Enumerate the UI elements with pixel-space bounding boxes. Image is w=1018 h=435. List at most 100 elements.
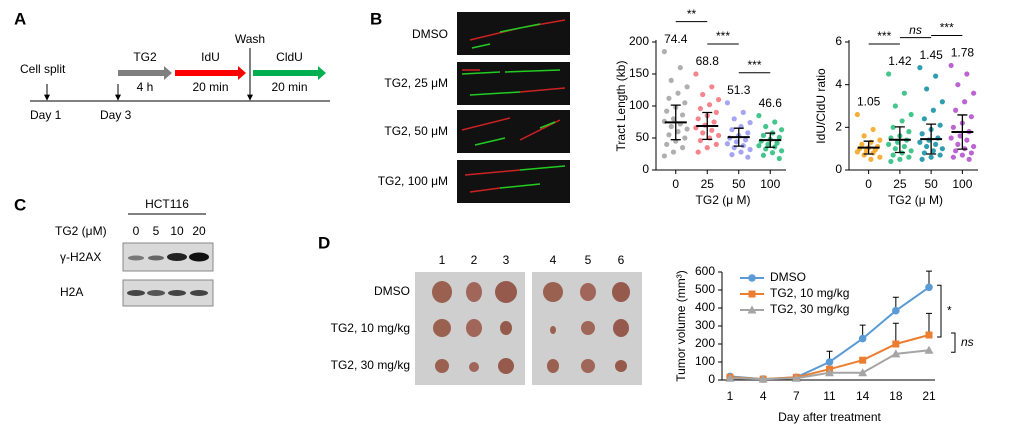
data-point [731, 116, 737, 122]
data-point [957, 133, 963, 139]
data-point [760, 132, 767, 139]
data-point [899, 118, 905, 124]
step-duration: 4 h [137, 80, 154, 94]
y-tick-label: 500 [695, 282, 715, 296]
value-label: 74.4 [664, 32, 688, 46]
data-point [679, 145, 686, 151]
data-point [933, 73, 939, 79]
value-label: 1.45 [919, 48, 943, 62]
data-point [697, 137, 704, 144]
marker [858, 368, 868, 377]
data-point [742, 137, 749, 143]
value-label: 51.3 [727, 83, 751, 97]
data-point [772, 119, 778, 125]
x-axis-label: TG2 (μ M) [888, 193, 943, 207]
data-point [756, 143, 762, 149]
data-point [919, 156, 925, 162]
data-point [668, 77, 674, 83]
data-point [666, 132, 672, 138]
panel-label: C [14, 195, 26, 214]
data-point [964, 71, 970, 77]
x-tick-label: 100 [952, 177, 972, 191]
data-point [664, 108, 670, 114]
x-tick-label: 100 [760, 177, 780, 191]
data-point [859, 141, 865, 147]
mouse-number: 3 [503, 253, 510, 267]
data-point [745, 130, 751, 136]
value-label: 1.78 [951, 46, 975, 60]
marker [791, 373, 801, 382]
panel-label: B [370, 9, 382, 28]
y-axis-label: Tract Length (kb) [614, 61, 628, 152]
data-point [928, 154, 934, 160]
data-point [760, 152, 767, 158]
data-point [682, 100, 688, 106]
data-point [937, 152, 943, 158]
significance-label: ** [687, 7, 697, 21]
significance-bracket [951, 332, 956, 353]
marker [892, 340, 900, 348]
x-tick-label: 50 [732, 177, 746, 191]
x-tick-label: 18 [889, 389, 903, 403]
data-point [921, 150, 927, 156]
data-point [971, 90, 977, 96]
data-point [776, 155, 782, 162]
step-duration: 20 min [192, 80, 228, 94]
step-arrow [253, 66, 326, 80]
significance-label: * [947, 303, 952, 317]
data-point [877, 154, 883, 160]
data-point [684, 84, 690, 90]
western-blot [122, 213, 214, 307]
data-point [670, 116, 677, 122]
data-point [930, 148, 936, 154]
data-point [668, 123, 674, 130]
y-tick-label: 100 [695, 354, 715, 368]
data-point [863, 148, 869, 154]
data-point [908, 111, 914, 118]
marker [747, 305, 757, 314]
y-tick-label: 200 [629, 34, 649, 48]
x-tick-label: 25 [893, 177, 907, 191]
data-point [924, 143, 930, 150]
step-name: CldU [276, 50, 303, 64]
y-tick-label: 2 [835, 120, 842, 134]
data-point [679, 112, 686, 118]
data-point [711, 119, 717, 125]
mouse-number: 2 [471, 253, 478, 267]
data-point [937, 122, 943, 128]
data-point [930, 107, 936, 113]
data-point [897, 156, 903, 162]
data-point [675, 129, 681, 135]
data-point [901, 143, 907, 150]
day-label: Day 3 [100, 108, 132, 122]
data-point [886, 141, 892, 147]
data-point [695, 149, 701, 155]
data-point [715, 97, 722, 103]
y-tick-label: 0 [708, 372, 715, 386]
data-point [697, 105, 704, 112]
data-point [966, 156, 972, 162]
data-point [890, 124, 896, 130]
data-point [854, 149, 860, 155]
y-axis-label: Tumor volume (mm³) [674, 270, 688, 382]
x-tick-label: 11 [823, 389, 836, 403]
x-tick-label: 14 [856, 389, 870, 403]
data-point [890, 152, 896, 158]
data-point [666, 95, 672, 101]
data-point [939, 146, 945, 152]
data-point [670, 149, 677, 155]
data-point [959, 152, 965, 158]
x-axis-label: TG2 (μ M) [696, 193, 751, 207]
data-point [706, 102, 713, 108]
data-point [661, 49, 668, 55]
data-point [747, 120, 753, 126]
tumor-photos [415, 272, 642, 385]
timeline-start: Cell split [20, 62, 66, 76]
data-point [908, 148, 914, 154]
image-label: DMSO [412, 27, 448, 41]
lane-label: 10 [170, 224, 184, 238]
significance-bracket [937, 284, 942, 338]
data-point [868, 156, 874, 162]
y-tick-label: 600 [695, 264, 715, 278]
value-label: 46.6 [759, 96, 783, 110]
